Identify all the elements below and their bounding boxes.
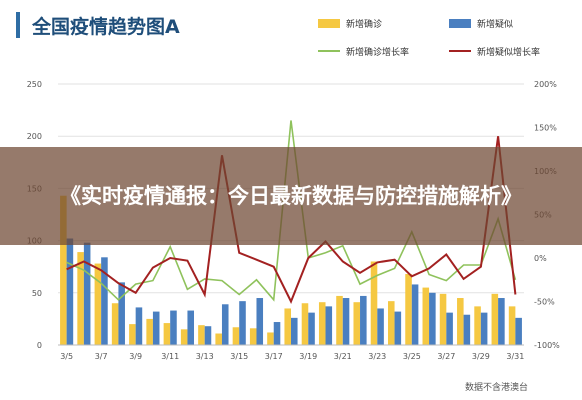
bar-confirmed — [405, 274, 412, 345]
x-tick-label: 3/29 — [472, 352, 490, 361]
bar-confirmed — [457, 298, 464, 345]
bar-suspected — [135, 307, 143, 345]
bar-confirmed — [474, 306, 481, 345]
y-right-tick-label: 200% — [534, 80, 557, 89]
bar-confirmed — [301, 303, 309, 345]
bar-suspected — [204, 326, 212, 345]
lines — [66, 120, 517, 304]
bar-suspected — [256, 298, 264, 345]
legend-label-suspected-rate: 新增疑似增长率 — [477, 46, 540, 58]
x-tick-label: 3/23 — [368, 352, 386, 361]
line-suspected-rate — [66, 136, 517, 304]
x-tick-label: 3/19 — [299, 352, 317, 361]
chart-title: 全国疫情趋势图A — [31, 15, 180, 38]
y-right-tick-label: -50% — [534, 298, 555, 307]
bar-suspected — [118, 282, 125, 345]
bar-confirmed — [353, 302, 361, 345]
bars — [60, 195, 522, 345]
bar-suspected — [239, 301, 246, 345]
bar-suspected — [221, 304, 229, 345]
bar-confirmed — [284, 308, 291, 345]
headline-banner[interactable]: 《实时疫情通报：今日最新数据与防控措施解析》 — [0, 147, 582, 245]
bar-confirmed — [422, 287, 430, 345]
bar-confirmed — [439, 293, 447, 345]
bar-confirmed — [129, 324, 136, 345]
x-tick-label: 3/7 — [95, 352, 108, 361]
bar-suspected — [446, 312, 453, 345]
y-left-tick-label: 200 — [27, 132, 42, 141]
bar-suspected — [325, 306, 333, 345]
bar-confirmed — [60, 195, 67, 345]
x-tick-label: 3/13 — [196, 352, 214, 361]
x-tick-label: 3/11 — [161, 352, 179, 361]
y-left-tick-label: 0 — [37, 341, 42, 350]
x-tick-label: 3/15 — [230, 352, 248, 361]
bar-confirmed — [491, 293, 499, 345]
bar-confirmed — [370, 261, 378, 345]
y-right-tick-label: -100% — [534, 341, 560, 350]
bar-confirmed — [146, 318, 153, 345]
bar-confirmed — [77, 252, 84, 345]
bar-suspected — [101, 257, 108, 345]
bar-confirmed — [94, 263, 102, 345]
bar-suspected — [515, 317, 522, 345]
x-tick-label: 3/27 — [437, 352, 455, 361]
bar-suspected — [66, 238, 74, 345]
x-tick-label: 3/21 — [334, 352, 352, 361]
y-left-tick-label: 250 — [27, 80, 42, 89]
headline-text[interactable]: 《实时疫情通报：今日最新数据与防控措施解析》 — [60, 184, 522, 208]
x-tick-label: 3/25 — [403, 352, 421, 361]
bar-confirmed — [267, 332, 274, 345]
legend: 新增确诊 新增疑似 新增确诊增长率 新增疑似增长率 — [318, 18, 540, 58]
bar-confirmed — [249, 328, 257, 345]
bar-suspected — [463, 314, 471, 345]
bar-suspected — [360, 295, 367, 345]
x-tick-label: 3/9 — [129, 352, 142, 361]
bar-suspected — [308, 312, 315, 345]
x-tick-label: 3/5 — [60, 352, 73, 361]
bar-suspected — [291, 317, 298, 345]
bar-confirmed — [163, 323, 171, 345]
bar-confirmed — [198, 325, 205, 345]
bar-suspected — [83, 242, 91, 345]
bar-suspected — [187, 310, 195, 345]
x-axis: 3/5 3/7 3/9 3/11 3/13 3/15 3/17 3/19 3/21 3/23 3/2… — [58, 344, 524, 361]
bar-suspected — [170, 310, 177, 345]
title-accent-bar — [16, 12, 20, 38]
bar-confirmed — [318, 302, 326, 345]
bar-confirmed — [387, 301, 395, 345]
source-note: 数据不含港澳台 — [465, 381, 528, 393]
y-right-tick-label: 0% — [534, 254, 547, 263]
legend-label-confirmed: 新增确诊 — [346, 18, 382, 30]
bar-suspected — [377, 308, 384, 345]
legend-label-suspected: 新增疑似 — [477, 18, 513, 30]
x-tick-label: 3/31 — [506, 352, 524, 361]
bar-confirmed — [336, 295, 343, 345]
bar-suspected — [498, 298, 505, 345]
x-tick-label: 3/17 — [265, 352, 283, 361]
y-left-tick-label: 50 — [32, 289, 42, 298]
bar-suspected — [480, 312, 488, 345]
bar-suspected — [273, 322, 281, 345]
bar-confirmed — [508, 306, 516, 345]
bar-confirmed — [215, 333, 222, 345]
bar-confirmed — [111, 303, 119, 345]
bar-suspected — [411, 284, 419, 345]
bar-suspected — [342, 298, 350, 345]
legend-label-confirmed-rate: 新增确诊增长率 — [346, 46, 409, 58]
bar-suspected — [152, 311, 160, 345]
y-right-tick-label: 150% — [534, 124, 557, 133]
legend-swatch-confirmed — [318, 19, 340, 28]
legend-swatch-suspected — [449, 19, 471, 28]
bar-suspected — [429, 292, 436, 345]
bar-confirmed — [232, 327, 240, 345]
bar-confirmed — [180, 329, 188, 345]
bar-suspected — [394, 311, 402, 345]
